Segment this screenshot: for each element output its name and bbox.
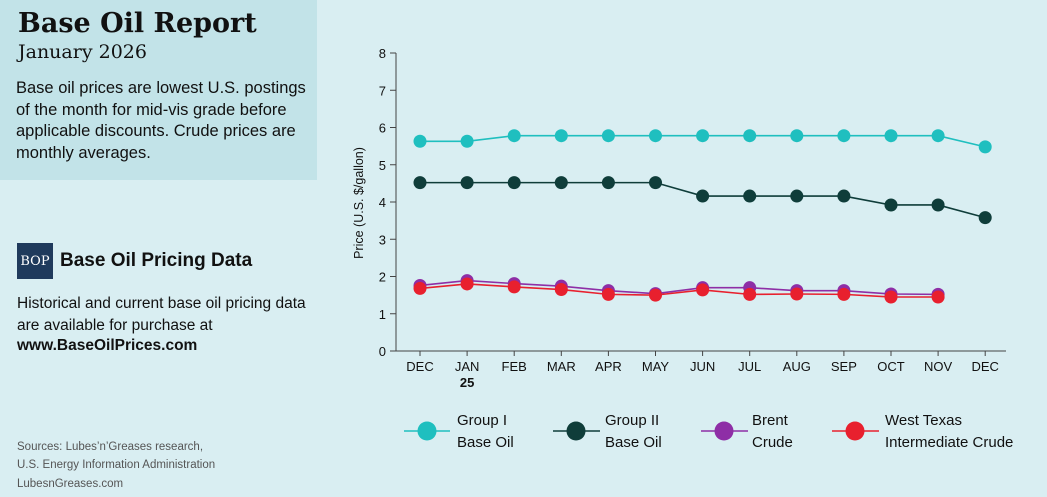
site-credit: LubesnGreases.com — [17, 478, 124, 490]
data-point — [931, 129, 945, 143]
report-description: Base oil prices are lowest U.S. postings… — [16, 79, 306, 162]
x-tick-label: JAN — [455, 359, 480, 374]
data-point — [696, 189, 710, 203]
data-point — [931, 290, 945, 304]
chart-series-lines — [419, 134, 986, 298]
data-point — [601, 176, 615, 190]
data-point — [978, 140, 992, 154]
x-tick-label: NOV — [924, 359, 953, 374]
data-point — [743, 129, 757, 143]
data-point — [507, 280, 521, 294]
y-tick-label: 5 — [379, 158, 386, 173]
legend-label: Base Oil — [605, 434, 662, 451]
series-line-3 — [419, 283, 939, 298]
y-tick-label: 4 — [379, 195, 386, 210]
data-point — [507, 129, 521, 143]
data-point — [743, 189, 757, 203]
data-point — [790, 129, 804, 143]
x-tick-label: JUL — [738, 359, 761, 374]
data-point — [884, 290, 898, 304]
sources-line-2: U.S. Energy Information Administration — [17, 459, 216, 471]
data-point — [554, 283, 568, 297]
data-point — [413, 281, 427, 295]
y-tick-label: 2 — [379, 270, 386, 285]
data-point — [554, 176, 568, 190]
x-tick-label: SEP — [831, 359, 857, 374]
legend-label: Base Oil — [457, 434, 514, 451]
data-point — [554, 129, 568, 143]
data-point — [931, 198, 945, 212]
legend-label: Group I — [457, 412, 507, 429]
data-point — [649, 288, 662, 302]
data-point — [837, 189, 851, 203]
legend-marker — [417, 421, 437, 441]
data-point — [837, 129, 851, 143]
chart-series-points — [413, 129, 992, 304]
data-point — [696, 129, 710, 143]
sources-note: Sources: Lubes’n’Greases research, U.S. … — [17, 438, 297, 474]
data-point — [790, 287, 804, 301]
x-tick-label: APR — [595, 359, 622, 374]
x-tick-label: MAR — [547, 359, 576, 374]
x-tick-label: OCT — [877, 359, 905, 374]
data-point — [743, 287, 757, 301]
data-point — [460, 277, 474, 291]
legend-label: Brent — [752, 412, 789, 429]
legend-label: Intermediate Crude — [885, 434, 1013, 451]
legend-marker — [714, 421, 734, 441]
x-tick-label: FEB — [502, 359, 527, 374]
chart-legend: Group I Base Oil Group II Base Oil Brent Crud… — [404, 412, 1013, 451]
legend-label: West Texas — [885, 412, 962, 429]
x-tick-label: DEC — [971, 359, 998, 374]
legend-marker — [566, 421, 586, 441]
x-tick-label: DEC — [406, 359, 433, 374]
y-tick-label: 6 — [379, 121, 386, 136]
y-tick-label: 0 — [379, 344, 386, 359]
promo-url-link[interactable]: www.BaseOilPrices.com — [17, 337, 198, 354]
promo-text: Historical and current base oil pricing … — [17, 295, 306, 334]
data-point — [413, 134, 427, 148]
x-tick-label: AUG — [783, 359, 811, 374]
x-tick-label: MAY — [642, 359, 670, 374]
series-line-2 — [419, 279, 939, 296]
header-panel: Base Oil Report January 2026 Base oil pr… — [0, 0, 317, 180]
data-point — [884, 198, 898, 212]
x-year-label: 25 — [460, 375, 474, 390]
x-tick-label: JUN — [690, 359, 715, 374]
bop-logo: BOP — [17, 243, 53, 279]
chart-axes: 0 1 2 3 4 5 6 7 8 Price (U.S. $/gallon) DEC JAN FEB M… — [352, 46, 1006, 390]
data-point — [649, 176, 662, 190]
sources-line-1: Sources: Lubes’n’Greases research, — [17, 441, 204, 453]
legend-label: Group II — [605, 412, 659, 429]
data-point — [978, 211, 992, 225]
data-point — [460, 134, 474, 148]
data-point — [413, 176, 427, 190]
data-point — [649, 129, 662, 143]
legend-label: Crude — [752, 434, 793, 451]
y-tick-label: 7 — [379, 83, 386, 98]
data-point — [790, 189, 804, 203]
y-axis-label: Price (U.S. $/gallon) — [352, 147, 366, 259]
data-point — [601, 129, 615, 143]
data-point — [507, 176, 521, 190]
report-title: Base Oil Report — [18, 8, 257, 39]
y-tick-label: 8 — [379, 46, 386, 61]
data-point — [601, 287, 615, 301]
data-point — [837, 287, 851, 301]
data-point — [884, 129, 898, 143]
legend-marker — [845, 421, 865, 441]
y-tick-label: 1 — [379, 307, 386, 322]
y-tick-label: 3 — [379, 232, 386, 247]
report-date: January 2026 — [18, 41, 147, 63]
data-point — [696, 283, 710, 297]
data-point — [460, 176, 474, 190]
promo-title: Base Oil Pricing Data — [60, 250, 253, 271]
